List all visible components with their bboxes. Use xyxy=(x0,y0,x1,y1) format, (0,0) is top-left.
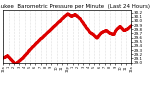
Title: Milwaukee  Barometric Pressure per Minute  (Last 24 Hours): Milwaukee Barometric Pressure per Minute… xyxy=(0,4,150,9)
